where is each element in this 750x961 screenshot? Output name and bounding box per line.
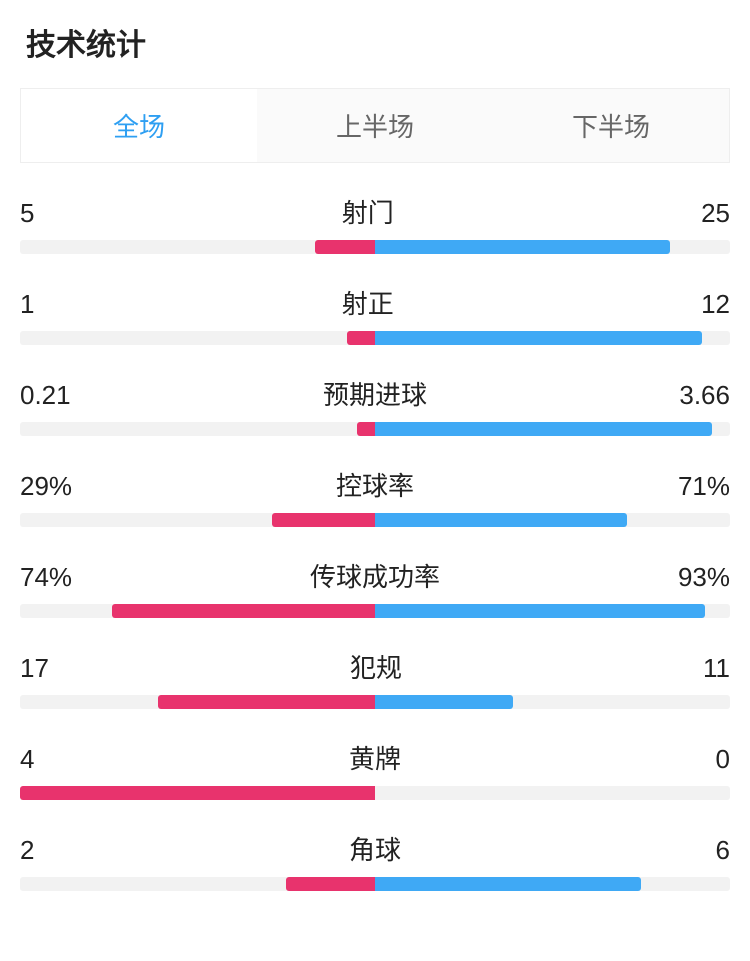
bar-half-right: [375, 240, 730, 254]
stat-labels: 1 射正 12: [20, 284, 730, 321]
bar-fill-right: [375, 422, 712, 436]
stat-left-value: 5: [20, 198, 34, 229]
stat-right-value: 12: [701, 289, 730, 320]
bar-fill-left: [272, 513, 375, 527]
stat-row: 2 角球 6: [20, 830, 730, 891]
bar-fill-left: [347, 331, 375, 345]
bar-half-left: [20, 422, 375, 436]
stat-bar: [20, 877, 730, 891]
bar-fill-right: [375, 695, 513, 709]
bar-fill-left: [112, 604, 375, 618]
stat-bar: [20, 422, 730, 436]
bar-half-right: [375, 877, 730, 891]
stat-name: 射门: [342, 193, 394, 230]
bar-half-left: [20, 240, 375, 254]
bar-half-right: [375, 604, 730, 618]
stat-labels: 4 黄牌 0: [20, 739, 730, 776]
stat-right-value: 25: [701, 198, 730, 229]
bar-fill-right: [375, 331, 702, 345]
bar-fill-left: [158, 695, 375, 709]
bar-fill-right: [375, 877, 641, 891]
stat-row: 17 犯规 11: [20, 648, 730, 709]
stat-name: 控球率: [336, 466, 414, 503]
stat-right-value: 3.66: [679, 380, 730, 411]
bar-half-left: [20, 513, 375, 527]
bar-fill-left: [315, 240, 375, 254]
stat-row: 0.21 预期进球 3.66: [20, 375, 730, 436]
stat-left-value: 2: [20, 835, 34, 866]
stat-row: 74% 传球成功率 93%: [20, 557, 730, 618]
tab-full[interactable]: 全场: [21, 89, 257, 162]
stat-row: 4 黄牌 0: [20, 739, 730, 800]
stat-left-value: 4: [20, 744, 34, 775]
stat-bar: [20, 331, 730, 345]
stat-left-value: 74%: [20, 562, 72, 593]
stat-row: 29% 控球率 71%: [20, 466, 730, 527]
stat-name: 黄牌: [349, 739, 401, 776]
stat-right-value: 93%: [678, 562, 730, 593]
bar-half-left: [20, 695, 375, 709]
bar-half-left: [20, 604, 375, 618]
bar-half-right: [375, 422, 730, 436]
stat-name: 射正: [342, 284, 394, 321]
stat-bar: [20, 604, 730, 618]
bar-fill-left: [286, 877, 375, 891]
bar-half-left: [20, 331, 375, 345]
stat-name: 预期进球: [323, 375, 427, 412]
stat-name: 传球成功率: [310, 557, 440, 594]
stat-name: 犯规: [350, 648, 402, 685]
stat-name: 角球: [349, 830, 401, 867]
stat-labels: 2 角球 6: [20, 830, 730, 867]
bar-half-right: [375, 695, 730, 709]
stat-left-value: 17: [20, 653, 49, 684]
tab-second-half[interactable]: 下半场: [493, 89, 729, 162]
stat-labels: 5 射门 25: [20, 193, 730, 230]
bar-fill-right: [375, 513, 627, 527]
stat-labels: 0.21 预期进球 3.66: [20, 375, 730, 412]
stat-row: 5 射门 25: [20, 193, 730, 254]
bar-half-right: [375, 331, 730, 345]
bar-fill-left: [357, 422, 375, 436]
stat-left-value: 1: [20, 289, 34, 320]
bar-half-right: [375, 786, 730, 800]
bar-fill-left: [20, 786, 375, 800]
stats-list: 5 射门 25 1 射正 12 0.21 预期进球 3.66 29% 控球率 71% 74% 传球成功率 9…: [20, 193, 730, 891]
bar-fill-right: [375, 240, 670, 254]
stat-left-value: 0.21: [20, 380, 71, 411]
stat-bar: [20, 786, 730, 800]
stat-right-value: 0: [716, 744, 730, 775]
bar-half-left: [20, 786, 375, 800]
tab-bar: 全场 上半场 下半场: [20, 88, 730, 163]
bar-fill-right: [375, 604, 705, 618]
stat-labels: 17 犯规 11: [20, 648, 730, 685]
stat-right-value: 71%: [678, 471, 730, 502]
stat-labels: 29% 控球率 71%: [20, 466, 730, 503]
stat-left-value: 29%: [20, 471, 72, 502]
stat-right-value: 11: [703, 653, 730, 684]
stat-bar: [20, 695, 730, 709]
tab-first-half[interactable]: 上半场: [257, 89, 493, 162]
stat-right-value: 6: [716, 835, 730, 866]
stat-bar: [20, 240, 730, 254]
stat-labels: 74% 传球成功率 93%: [20, 557, 730, 594]
stat-bar: [20, 513, 730, 527]
stat-row: 1 射正 12: [20, 284, 730, 345]
bar-half-left: [20, 877, 375, 891]
page-title: 技术统计: [26, 20, 730, 64]
bar-half-right: [375, 513, 730, 527]
